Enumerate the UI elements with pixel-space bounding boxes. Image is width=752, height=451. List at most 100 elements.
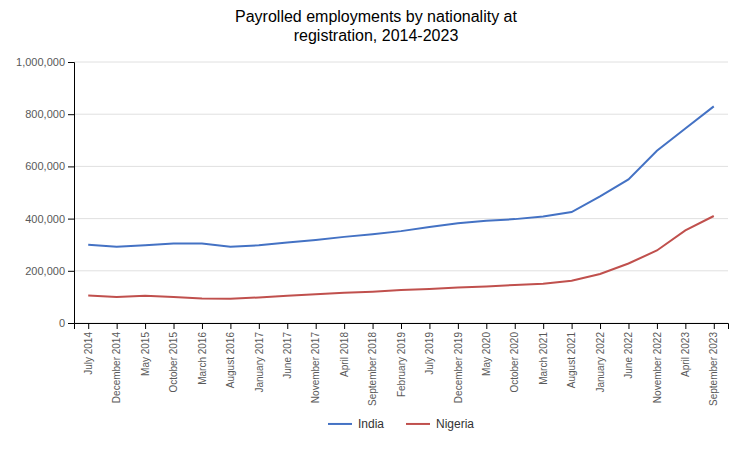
line: [88, 106, 714, 246]
y-tick: 200,000: [25, 265, 74, 277]
x-tick: June 2017: [282, 323, 293, 379]
title: Payrolled employments by nationality at r…: [235, 8, 517, 44]
title-line: Payrolled employments by nationality at: [235, 8, 517, 25]
x-tick-mark: [714, 323, 715, 329]
x-tick-label: September 2018: [367, 332, 378, 406]
x-tick-label: November 2022: [652, 332, 663, 404]
x-tick-label: July 2014: [83, 332, 94, 375]
x-tick-mark: [458, 323, 459, 329]
x-tick-label: December 2019: [453, 332, 464, 404]
y-tick-label: 200,000: [25, 265, 65, 277]
x-tick-mark: [117, 323, 118, 329]
x-tick-mark: [344, 323, 345, 329]
y-tick-mark: [68, 114, 74, 115]
y-tick: 0: [59, 317, 74, 329]
x-tick-label: August 2021: [566, 332, 577, 389]
x-tick-mark: [657, 323, 658, 329]
x-tick: July 2019: [424, 323, 435, 375]
x-tick-mark: [316, 323, 317, 329]
grid-line: [74, 166, 728, 167]
x-tick-label: July 2019: [424, 332, 435, 375]
x-tick: April 2018: [339, 323, 350, 377]
y-tick-mark: [68, 62, 74, 63]
x-tick: March 2021: [538, 323, 549, 385]
x-tick-mark: [685, 323, 686, 329]
x-tick: November 2022: [652, 323, 663, 403]
x-tick: March 2016: [197, 323, 208, 385]
x-tick: October 2015: [168, 323, 179, 393]
y-tick-label: 1,000,000: [16, 56, 65, 68]
x-tick: December 2019: [453, 323, 464, 403]
chart: Payrolled employments by nationality at r…: [0, 0, 752, 451]
x-tick-label: June 2017: [282, 332, 293, 379]
x-tick-label: January 2017: [254, 332, 265, 393]
x-tick-label: August 2016: [225, 332, 236, 389]
grid-line: [74, 114, 728, 115]
x-tick-label: January 2022: [595, 332, 606, 393]
x-tick-mark: [515, 323, 516, 329]
x-tick-label: March 2016: [197, 332, 208, 385]
legend-label: India: [358, 417, 384, 431]
legend-item: Nigeria: [406, 417, 474, 431]
x-tick-mark: [373, 323, 374, 329]
x-tick-label: May 2020: [481, 332, 492, 376]
x-tick-label: April 2018: [339, 332, 350, 377]
grid-line: [74, 270, 728, 271]
x-tick-mark: [174, 323, 175, 329]
x-tick-label: April 2023: [680, 332, 691, 377]
y-tick-mark: [68, 271, 74, 272]
lines: [88, 106, 714, 298]
x-tick: January 2022: [595, 323, 606, 393]
x-tick-mark: [628, 323, 629, 329]
x-tick-mark: [259, 323, 260, 329]
grid: [74, 62, 728, 323]
y-axis: 0 200,000 400,000 600,000 800,000 1,000,000: [16, 56, 74, 329]
y-tick-mark: [68, 166, 74, 167]
x-tick: July 2014: [83, 323, 94, 375]
y-tick: 1,000,000: [16, 56, 74, 68]
x-tick: January 2017: [254, 323, 265, 393]
x-tick-label: September 2023: [708, 332, 719, 406]
x-tick-label: May 2015: [140, 332, 151, 376]
x-tick-mark: [88, 323, 89, 329]
y-tick-label: 600,000: [25, 160, 65, 172]
x-tick: May 2015: [140, 323, 151, 376]
x-tick: August 2016: [225, 323, 236, 388]
legend-label: Nigeria: [436, 417, 474, 431]
x-tick: August 2021: [566, 323, 577, 388]
x-tick-mark: [572, 323, 573, 329]
y-tick-label: 800,000: [25, 108, 65, 120]
legend-swatch: [328, 423, 352, 425]
plot: 0 200,000 400,000 600,000 800,000 1,000,000 Ju…: [16, 56, 728, 406]
title-line: registration, 2014-2023: [294, 27, 459, 44]
x-tick-label: February 2019: [396, 332, 407, 397]
y-tick-label: 0: [59, 317, 65, 329]
x-tick-label: October 2015: [168, 332, 179, 393]
x-tick-label: November 2017: [310, 332, 321, 404]
y-tick: 600,000: [25, 160, 74, 172]
x-tick: November 2017: [310, 323, 321, 403]
x-axis-line: [75, 324, 729, 330]
x-tick-label: March 2021: [538, 332, 549, 385]
y-tick: 800,000: [25, 108, 74, 120]
x-axis: July 2014 December 2014 May 2015 October 20…: [75, 323, 729, 406]
x-tick-mark: [600, 323, 601, 329]
x-tick: October 2020: [509, 323, 520, 393]
x-tick-mark: [486, 323, 487, 329]
x-tick: February 2019: [396, 323, 407, 397]
x-tick: April 2023: [680, 323, 691, 377]
x-tick-mark: [202, 323, 203, 329]
legend-swatch: [406, 423, 430, 425]
legend-item: India: [328, 417, 384, 431]
y-tick: 400,000: [25, 213, 74, 225]
x-tick-label: December 2014: [111, 332, 122, 404]
line: [88, 216, 714, 299]
x-tick: May 2020: [481, 323, 492, 376]
grid-line: [74, 218, 728, 219]
x-tick: September 2023: [708, 323, 719, 406]
y-tick-mark: [68, 219, 74, 220]
x-tick-label: June 2022: [623, 332, 634, 379]
y-axis-line: [68, 63, 75, 324]
x-tick-mark: [401, 323, 402, 329]
x-tick: December 2014: [111, 323, 122, 403]
